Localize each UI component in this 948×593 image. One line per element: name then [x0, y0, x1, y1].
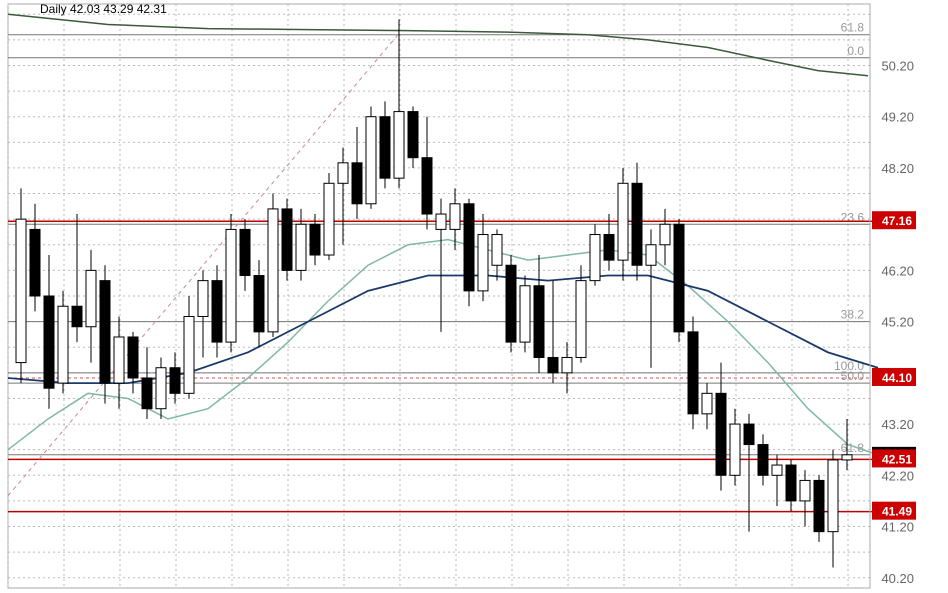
chart-title: Daily 42.03 43.29 42.31: [40, 2, 167, 16]
svg-text:44.10: 44.10: [882, 371, 912, 385]
svg-text:41.20: 41.20: [881, 520, 914, 535]
svg-text:43.20: 43.20: [881, 417, 914, 432]
svg-text:47.16: 47.16: [882, 214, 912, 228]
chart-svg: 61.80.023.638.2100.050.061.840.2041.2042…: [0, 0, 948, 593]
svg-text:46.20: 46.20: [881, 263, 914, 278]
svg-text:45.20: 45.20: [881, 315, 914, 330]
svg-text:38.2: 38.2: [841, 308, 865, 322]
svg-text:50.0: 50.0: [841, 369, 865, 383]
svg-text:61.8: 61.8: [841, 21, 865, 35]
svg-text:49.20: 49.20: [881, 110, 914, 125]
candlestick-chart[interactable]: 61.80.023.638.2100.050.061.840.2041.2042…: [0, 0, 948, 593]
svg-text:50.20: 50.20: [881, 58, 914, 73]
svg-text:41.49: 41.49: [882, 505, 912, 519]
svg-text:48.20: 48.20: [881, 161, 914, 176]
svg-text:23.6: 23.6: [841, 210, 865, 224]
svg-text:0.0: 0.0: [847, 44, 864, 58]
svg-text:42.51: 42.51: [882, 452, 912, 466]
svg-text:61.8: 61.8: [841, 441, 865, 455]
svg-text:42.20: 42.20: [881, 468, 914, 483]
svg-text:40.20: 40.20: [881, 571, 914, 586]
